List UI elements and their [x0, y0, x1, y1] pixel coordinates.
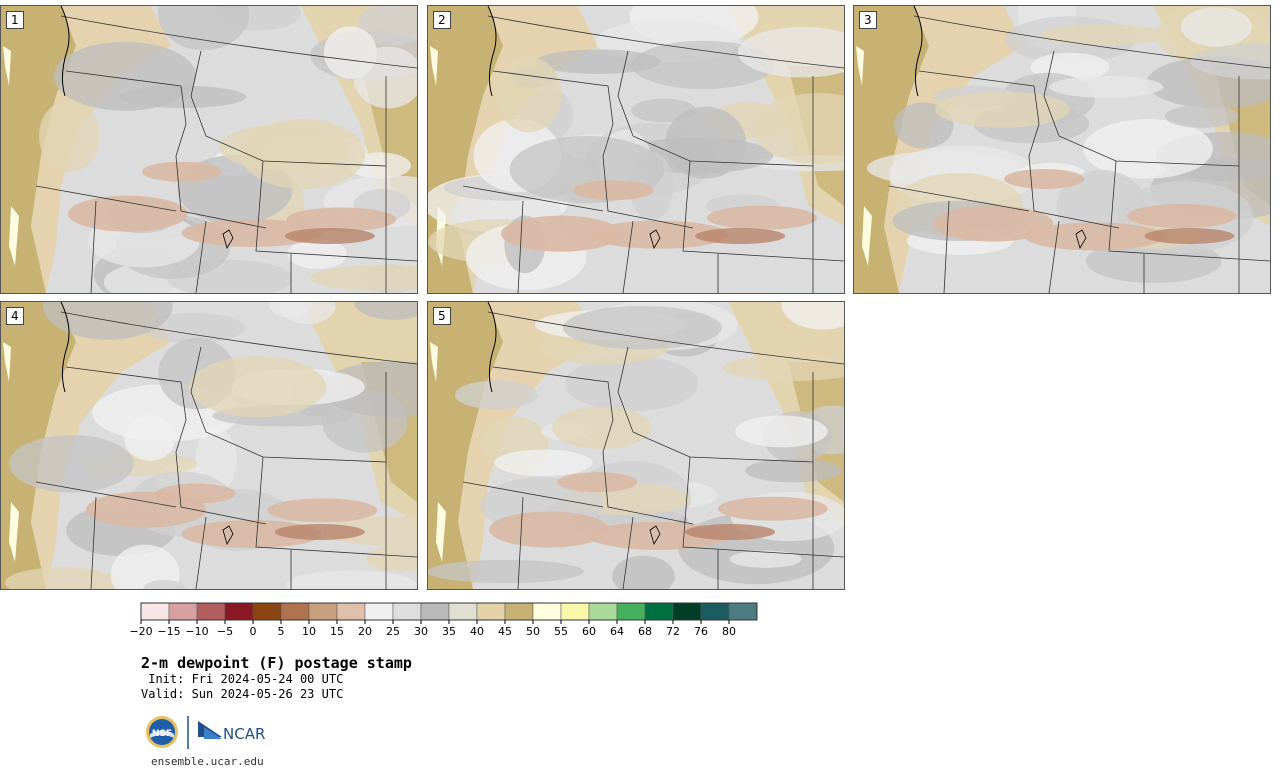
colorbar-tick-label: 35	[442, 625, 456, 638]
colorbar-tick-label: −10	[185, 625, 209, 638]
colorbar-tick-label: 80	[722, 625, 736, 638]
colorbar-swatch	[728, 602, 758, 621]
colorbar-swatch	[672, 602, 702, 621]
colorbar-swatch	[448, 602, 478, 621]
colorbar-tick-label: 10	[302, 625, 316, 638]
colorbar-tick-label: 45	[498, 625, 512, 638]
ensemble-member-panel-3: 3	[853, 5, 1271, 294]
colorbar-tick-label: 15	[330, 625, 344, 638]
panel-number-label: 2	[433, 11, 451, 29]
panel-number-label: 4	[6, 307, 24, 325]
colorbar-swatch	[420, 602, 450, 621]
colorbar-swatch	[168, 602, 198, 621]
colorbar-tick-label: 50	[526, 625, 540, 638]
ensemble-member-panel-2: 2	[427, 5, 845, 294]
colorbar-tick-label: 20	[358, 625, 372, 638]
valid-time: Valid: Sun 2024-05-26 23 UTC	[141, 687, 344, 701]
init-time: Init: Fri 2024-05-24 00 UTC	[141, 672, 344, 686]
ncar-logo: NCAR	[198, 721, 265, 743]
colorbar-tick-label: 40	[470, 625, 484, 638]
colorbar-tick-label: 0	[249, 625, 257, 638]
colorbar-swatch	[588, 602, 618, 621]
colorbar-tick-label: 30	[414, 625, 428, 638]
nsf-logo: NSF	[146, 716, 178, 748]
ensemble-member-panel-4: 4	[0, 301, 418, 590]
colorbar-swatch	[224, 602, 254, 621]
colorbar-tick-label: 72	[666, 625, 680, 638]
svg-text:NCAR: NCAR	[223, 725, 265, 743]
colorbar-swatch	[140, 602, 170, 621]
ensemble-member-panel-1: 1	[0, 5, 418, 294]
colorbar-swatch	[308, 602, 338, 621]
panel-number-label: 1	[6, 11, 24, 29]
colorbar-swatch	[280, 602, 310, 621]
colorbar-swatch	[644, 602, 674, 621]
colorbar-swatch	[252, 602, 282, 621]
colorbar-tick-label: −20	[129, 625, 153, 638]
colorbar-swatch	[616, 602, 646, 621]
product-title: 2-m dewpoint (F) postage stamp	[141, 654, 412, 672]
colorbar-tick-label: −5	[216, 625, 234, 638]
colorbar-tick-label: 76	[694, 625, 708, 638]
colorbar-tick-label: 55	[554, 625, 568, 638]
colorbar-swatch	[364, 602, 394, 621]
colorbar-swatch	[196, 602, 226, 621]
colorbar-swatch	[532, 602, 562, 621]
colorbar-tick-label: 64	[610, 625, 624, 638]
colorbar-tick-label: 25	[386, 625, 400, 638]
colorbar-swatch	[504, 602, 534, 621]
colorbar-swatch	[560, 602, 590, 621]
colorbar-tick-label: −15	[157, 625, 181, 638]
svg-text:NSF: NSF	[152, 729, 172, 739]
website-url: ensemble.ucar.edu	[151, 755, 264, 768]
panel-number-label: 5	[433, 307, 451, 325]
logos: NSF NCAR	[144, 713, 274, 755]
colorbar-swatch	[392, 602, 422, 621]
colorbar-swatch	[700, 602, 730, 621]
ensemble-member-panel-5: 5	[427, 301, 845, 590]
colorbar-tick-label: 68	[638, 625, 652, 638]
colorbar-swatch	[336, 602, 366, 621]
colorbar-tick-label: 5	[277, 625, 285, 638]
colorbar-swatch	[476, 602, 506, 621]
panel-number-label: 3	[859, 11, 877, 29]
colorbar-tick-label: 60	[582, 625, 596, 638]
